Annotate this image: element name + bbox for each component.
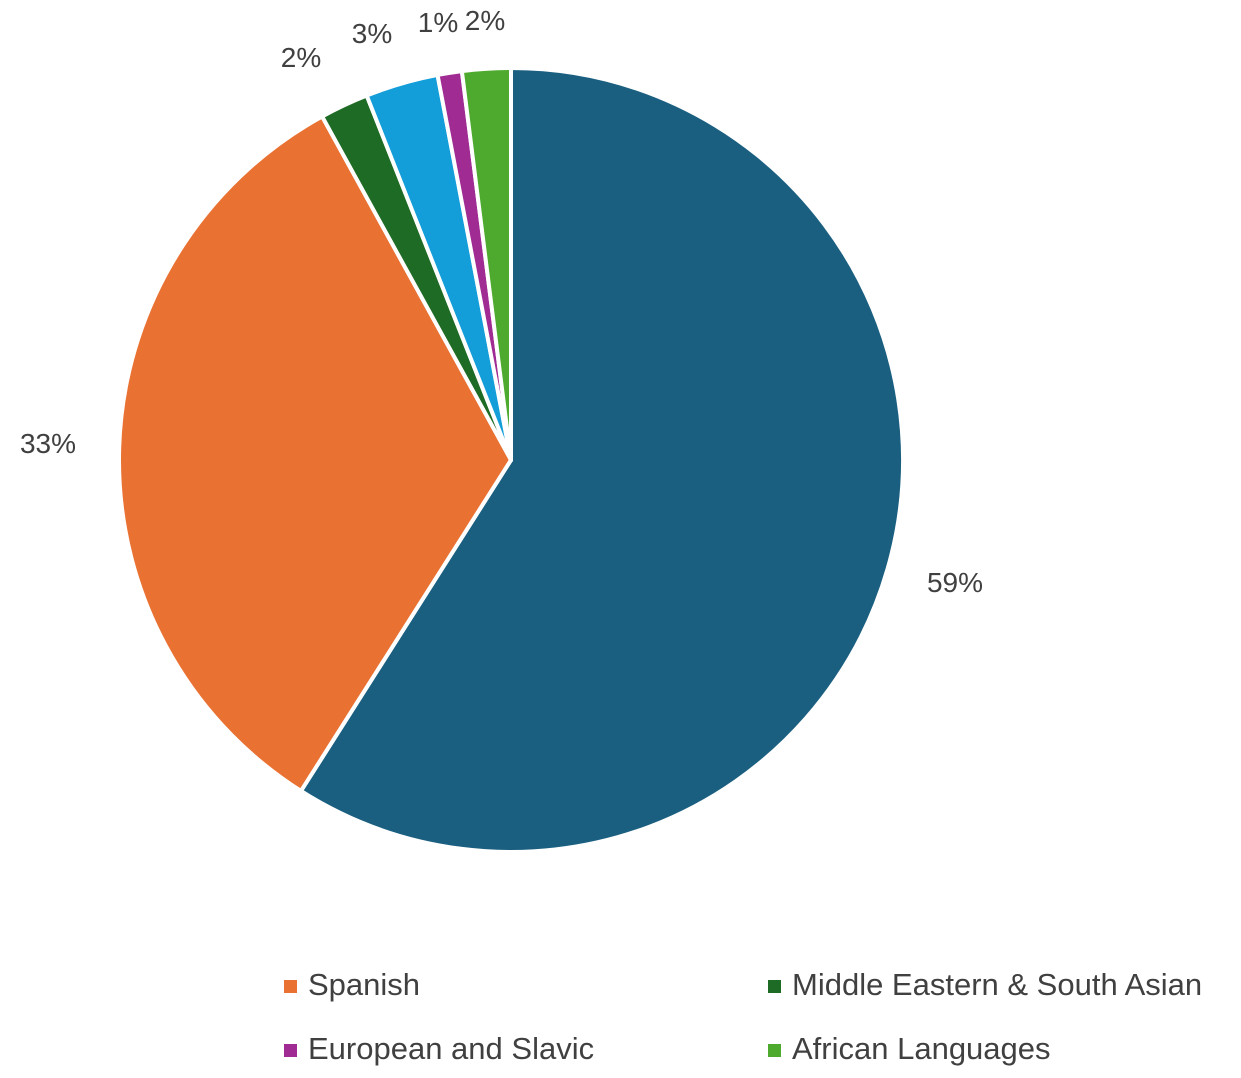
legend-swatch-0 bbox=[284, 980, 297, 993]
data-label-2: 2% bbox=[281, 42, 321, 73]
data-label-4: 1% bbox=[418, 7, 458, 38]
legend-label-1: Middle Eastern & South Asian bbox=[792, 967, 1202, 1002]
data-label-5: 2% bbox=[465, 5, 505, 36]
legend-label-3: African Languages bbox=[792, 1031, 1051, 1066]
pie-slice-0 bbox=[298, 66, 905, 854]
legend-label-0: Spanish bbox=[308, 967, 420, 1002]
data-labels: 59%33%2%3% 1% 2% bbox=[20, 5, 983, 598]
pie-slice-5 bbox=[459, 66, 513, 462]
legend: Spanish Middle Eastern & South Asian Europ… bbox=[284, 967, 1202, 1066]
pie-slices bbox=[117, 66, 905, 854]
legend-swatch-3 bbox=[768, 1044, 781, 1057]
data-label-1: 33% bbox=[20, 428, 76, 459]
legend-swatch-1 bbox=[768, 980, 781, 993]
legend-swatch-2 bbox=[284, 1044, 297, 1057]
data-label-0: 59% bbox=[927, 567, 983, 598]
legend-label-2: European and Slavic bbox=[308, 1031, 594, 1066]
data-label-3: 3% bbox=[352, 18, 392, 49]
